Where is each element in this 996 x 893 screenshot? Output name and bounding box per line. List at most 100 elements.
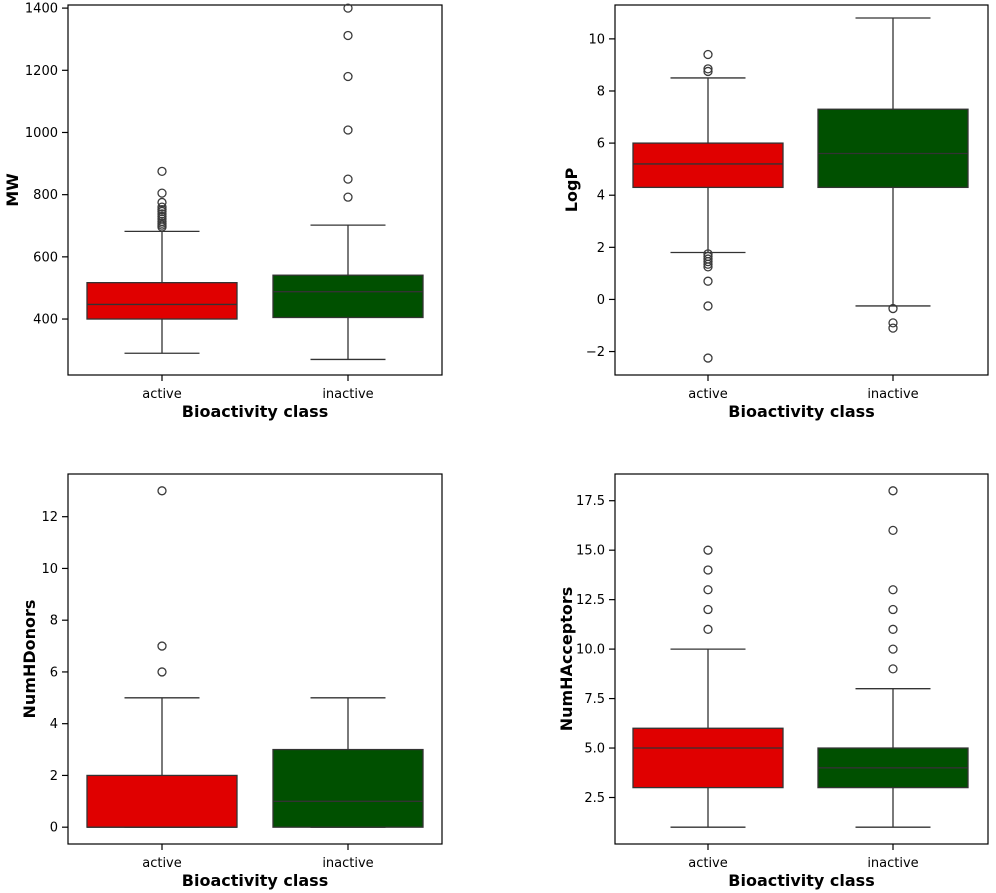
box-inactive xyxy=(817,486,969,828)
outlier-point xyxy=(703,624,713,634)
y-tick-label: 1400 xyxy=(25,2,58,17)
box-body xyxy=(86,774,238,828)
box-body xyxy=(632,727,784,789)
y-tick-label: 2 xyxy=(597,241,605,256)
y-axis-title: LogP xyxy=(562,168,581,213)
y-tick-label: 800 xyxy=(33,188,58,203)
outlier-point xyxy=(343,125,353,135)
y-tick-label: 4 xyxy=(50,717,58,732)
y-tick-label: 400 xyxy=(33,313,58,328)
x-axis-title: Bioactivity class xyxy=(728,402,874,421)
outlier-point xyxy=(157,204,167,215)
y-tick-label: 15.0 xyxy=(576,544,605,559)
outlier-point xyxy=(157,667,167,677)
x-axis-title: Bioactivity class xyxy=(182,871,328,890)
box-active xyxy=(86,166,238,354)
y-tick-label: 8 xyxy=(50,614,58,629)
box-body xyxy=(817,108,969,189)
y-tick-label: 7.5 xyxy=(584,692,605,707)
outlier-point xyxy=(888,604,898,615)
outlier-point xyxy=(703,66,713,77)
y-axis-title: NumHAcceptors xyxy=(557,587,576,732)
outlier-point xyxy=(703,262,713,272)
box-active xyxy=(86,486,238,828)
y-tick-label: 2 xyxy=(50,769,58,784)
outlier-point xyxy=(343,71,353,82)
y-tick-label: 17.5 xyxy=(576,494,605,509)
x-tick-label-active: active xyxy=(142,856,182,871)
outlier-point xyxy=(157,197,167,208)
outlier-point xyxy=(703,257,713,267)
y-tick-label: 4 xyxy=(597,189,605,204)
outlier-point xyxy=(343,174,353,184)
outlier-point xyxy=(703,276,713,286)
y-tick-label: 12 xyxy=(41,510,58,525)
outlier-point xyxy=(157,211,167,222)
x-tick-label-inactive: inactive xyxy=(867,387,918,402)
box-active xyxy=(632,545,784,828)
x-tick-label-inactive: inactive xyxy=(322,387,373,402)
y-tick-label: 12.5 xyxy=(576,593,605,608)
outlier-point xyxy=(343,192,353,202)
outlier-point xyxy=(703,565,713,575)
outlier-point xyxy=(157,166,167,176)
x-tick-label-inactive: inactive xyxy=(867,856,918,871)
y-tick-label: 6 xyxy=(597,137,605,152)
outlier-point xyxy=(703,585,713,595)
outlier-point xyxy=(888,323,898,333)
outlier-point xyxy=(703,49,713,60)
y-tick-label: 10 xyxy=(41,562,58,577)
outlier-point xyxy=(888,318,898,328)
box-inactive xyxy=(817,17,969,333)
y-tick-label: 1000 xyxy=(25,126,58,141)
outlier-point xyxy=(888,585,898,595)
y-tick-label: 600 xyxy=(33,250,58,265)
mw-boxplot: 400 600 800 1000 1200 1400 active inactiveBioac… xyxy=(3,2,443,421)
outlier-point xyxy=(703,353,713,363)
box-body xyxy=(272,274,424,319)
y-tick-label: 0 xyxy=(597,293,605,308)
box-inactive xyxy=(272,3,424,361)
outlier-point xyxy=(343,30,353,41)
plot-frame xyxy=(67,4,443,376)
outlier-point xyxy=(888,525,898,536)
box-body xyxy=(86,282,238,320)
outlier-point xyxy=(888,303,898,314)
y-axis-title: NumHDonors xyxy=(20,600,39,719)
outlier-point xyxy=(343,3,353,13)
outlier-point xyxy=(157,209,167,219)
y-tick-label: 10 xyxy=(588,32,605,47)
plot-frame xyxy=(67,473,443,845)
outlier-point xyxy=(157,641,167,651)
y-tick-label: −2 xyxy=(586,345,605,360)
x-tick-label-active: active xyxy=(142,387,182,402)
outlier-point xyxy=(888,644,898,654)
y-tick-label: 0 xyxy=(50,821,58,836)
x-tick-label-inactive: inactive xyxy=(322,856,373,871)
x-axis-title: Bioactivity class xyxy=(182,402,328,421)
outlier-point xyxy=(703,64,713,74)
plot-frame xyxy=(614,4,989,376)
outlier-point xyxy=(703,259,713,269)
y-tick-label: 1200 xyxy=(25,64,58,79)
y-tick-label: 10.0 xyxy=(576,643,605,658)
x-tick-label-active: active xyxy=(688,387,728,402)
box-inactive xyxy=(272,697,424,828)
numhacceptors-boxplot: 2.5 5.0 7.5 10.0 12.5 15.0 17.5 active inactiveB… xyxy=(557,473,989,890)
box-active xyxy=(632,49,784,363)
x-axis-title: Bioactivity class xyxy=(728,871,874,890)
outlier-point xyxy=(703,545,713,555)
outlier-point xyxy=(703,301,713,311)
outlier-point xyxy=(703,604,713,615)
y-tick-label: 8 xyxy=(597,84,605,99)
outlier-point xyxy=(157,486,167,496)
y-tick-label: 2.5 xyxy=(584,791,605,806)
y-axis-title: MW xyxy=(3,173,22,207)
outlier-point xyxy=(888,486,898,496)
box-body xyxy=(632,142,784,189)
box-body xyxy=(272,748,424,828)
plot-frame xyxy=(614,473,989,845)
